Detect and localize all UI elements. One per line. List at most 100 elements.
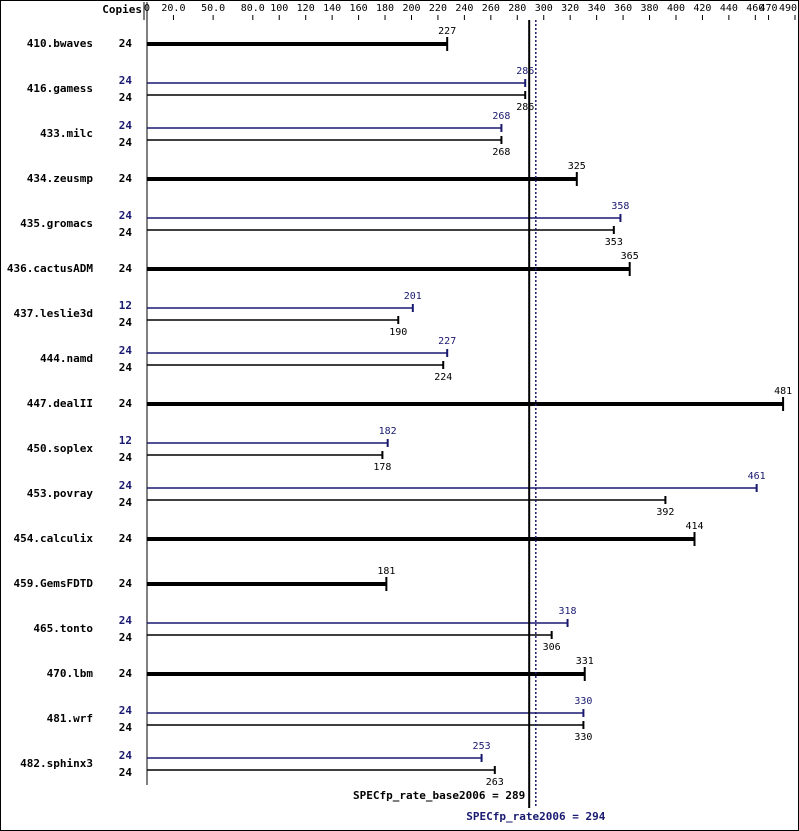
base-copies: 24 (119, 91, 133, 104)
benchmark-label: 444.namd (40, 352, 93, 365)
benchmark-label: 481.wrf (47, 712, 93, 725)
base-copies: 24 (119, 397, 133, 410)
base-value-label: 325 (568, 161, 586, 172)
base-value-label: 353 (605, 237, 623, 248)
peak-value-label: 286 (516, 66, 534, 77)
peak-value-label: 182 (379, 426, 397, 437)
base-value-label: 392 (656, 507, 674, 518)
base-copies: 24 (119, 37, 133, 50)
x-tick-label: 220 (429, 3, 447, 14)
base-copies: 24 (119, 262, 133, 275)
x-tick-label: 50.0 (201, 3, 225, 14)
x-tick-label: 340 (588, 3, 606, 14)
peak-copies: 24 (119, 74, 133, 87)
x-tick-label: 380 (640, 3, 658, 14)
reference-label: SPECfp_rate_base2006 = 289 (353, 789, 525, 802)
base-copies: 24 (119, 631, 133, 644)
base-copies: 24 (119, 172, 133, 185)
base-value-label: 190 (389, 327, 407, 338)
base-value-label: 414 (685, 521, 703, 532)
peak-value-label: 330 (574, 696, 592, 707)
peak-copies: 24 (119, 119, 133, 132)
base-copies: 24 (119, 226, 133, 239)
x-tick-label: 420 (693, 3, 711, 14)
x-tick-label: 20.0 (161, 3, 185, 14)
base-copies: 24 (119, 451, 133, 464)
benchmark-label: 453.povray (27, 487, 94, 500)
x-tick-label: 80.0 (241, 3, 265, 14)
base-copies: 24 (119, 667, 133, 680)
base-copies: 24 (119, 532, 133, 545)
base-value-label: 227 (438, 26, 456, 37)
benchmark-label: 465.tonto (33, 622, 93, 635)
benchmark-label: 470.lbm (47, 667, 94, 680)
base-value-label: 331 (576, 656, 594, 667)
base-value-label: 306 (543, 642, 561, 653)
x-tick-label: 200 (402, 3, 420, 14)
peak-copies: 24 (119, 479, 133, 492)
base-copies: 24 (119, 136, 133, 149)
x-tick-label: 490 (779, 3, 797, 14)
base-copies: 24 (119, 361, 133, 374)
base-value-label: 181 (377, 566, 395, 577)
base-copies: 24 (119, 721, 133, 734)
base-value-label: 178 (373, 462, 391, 473)
peak-value-label: 318 (559, 606, 577, 617)
peak-value-label: 358 (611, 201, 629, 212)
copies-header: Copies (102, 3, 142, 16)
base-value-label: 481 (774, 386, 792, 397)
peak-value-label: 227 (438, 336, 456, 347)
x-tick-label: 0 (144, 3, 150, 14)
peak-copies: 12 (119, 299, 132, 312)
x-tick-label: 180 (376, 3, 394, 14)
x-tick-label: 240 (455, 3, 473, 14)
x-tick-label: 160 (350, 3, 368, 14)
peak-value-label: 268 (492, 111, 510, 122)
benchmark-label: 434.zeusmp (27, 172, 94, 185)
peak-value-label: 461 (748, 471, 766, 482)
base-copies: 24 (119, 577, 133, 590)
peak-copies: 24 (119, 704, 133, 717)
benchmark-label: 454.calculix (14, 532, 94, 545)
peak-copies: 12 (119, 434, 132, 447)
x-tick-label: 360 (614, 3, 632, 14)
peak-value-label: 253 (473, 741, 491, 752)
benchmark-label: 450.soplex (27, 442, 94, 455)
x-tick-label: 470 (760, 3, 778, 14)
x-tick-label: 460 (746, 3, 764, 14)
peak-value-label: 201 (404, 291, 422, 302)
x-tick-label: 320 (561, 3, 579, 14)
x-tick-label: 440 (720, 3, 738, 14)
peak-copies: 24 (119, 614, 133, 627)
benchmark-label: 482.sphinx3 (20, 757, 93, 770)
peak-copies: 24 (119, 209, 133, 222)
benchmark-label: 435.gromacs (20, 217, 93, 230)
base-value-label: 330 (574, 732, 592, 743)
x-tick-label: 140 (323, 3, 341, 14)
base-copies: 24 (119, 766, 133, 779)
benchmark-label: 410.bwaves (27, 37, 93, 50)
x-tick-label: 400 (667, 3, 685, 14)
base-value-label: 263 (486, 777, 504, 788)
x-tick-label: 120 (297, 3, 315, 14)
x-tick-label: 260 (482, 3, 500, 14)
base-copies: 24 (119, 316, 133, 329)
base-copies: 24 (119, 496, 133, 509)
reference-label: SPECfp_rate2006 = 294 (466, 810, 605, 823)
benchmark-label: 433.milc (40, 127, 93, 140)
x-tick-label: 300 (535, 3, 553, 14)
base-value-label: 365 (621, 251, 639, 262)
x-tick-label: 280 (508, 3, 526, 14)
x-tick-label: 100 (270, 3, 288, 14)
base-value-label: 224 (434, 372, 452, 383)
benchmark-label: 459.GemsFDTD (14, 577, 94, 590)
benchmark-label: 437.leslie3d (14, 307, 93, 320)
benchmark-label: 436.cactusADM (7, 262, 93, 275)
peak-copies: 24 (119, 344, 133, 357)
base-value-label: 286 (516, 102, 534, 113)
peak-copies: 24 (119, 749, 133, 762)
base-value-label: 268 (492, 147, 510, 158)
